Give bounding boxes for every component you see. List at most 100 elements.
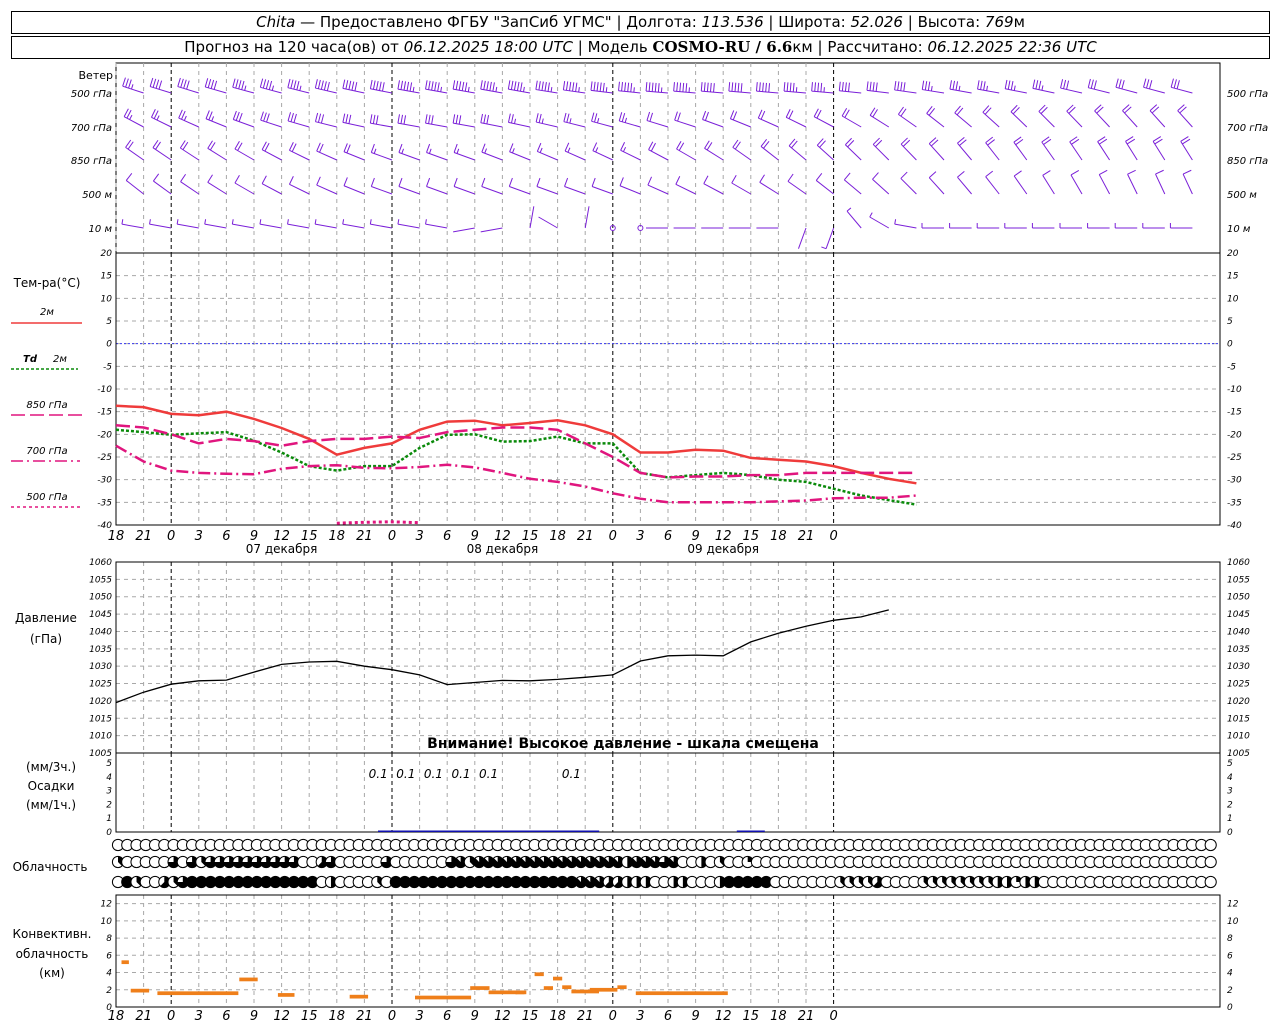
wind-barb [676,140,696,161]
wind-level-label-right: 500 гПа [1227,89,1268,100]
wind-barb [982,105,1000,128]
x-tick-label: 6 [443,529,451,544]
wind-barb-feather [872,172,879,180]
x-tick-label: 21 [135,1009,152,1024]
wind-barb-staff [259,223,282,229]
wind-barb-feather [685,83,688,93]
wind-barb-feather [237,142,243,151]
wind-barb [1094,104,1110,128]
precip-data-label: 0.1 [424,767,443,781]
cloud-symbol [723,875,736,889]
x-tick-label: 18 [770,529,787,544]
wind-barb [343,143,365,161]
pressure-y-tick-right: 1020 [1227,697,1250,707]
pressure-y-tick-right: 1060 [1227,558,1250,568]
cloud-fill-partial [455,856,467,868]
pressure-title: Давление [15,611,77,625]
wind-barb-feather [370,177,375,187]
precip-bar [571,830,600,832]
wind-barb [177,77,199,94]
cloud-fill-partial [510,856,522,868]
wind-barb-feather [287,219,289,225]
wind-barb-feather [732,139,739,148]
wind-barb-feather [900,108,907,117]
wind-barb-feather [983,81,986,91]
wind-barb [205,110,227,128]
wind-barb-feather [866,81,869,91]
wind-level-label-left: 850 гПа [71,156,112,167]
cloud-fill-full [121,876,133,888]
wind-barb-feather [179,140,186,149]
wind-barb-feather [897,106,904,115]
cloud-symbol [611,875,625,889]
cloud-symbol [426,875,439,889]
wind-barb-feather [957,136,965,144]
wind-barb-feather [702,110,707,120]
cloud-symbol [408,875,421,889]
cloud-fill-partial [325,856,337,868]
wind-barb [843,172,862,195]
wind-barb [259,219,282,229]
wind-barb-feather [731,174,737,184]
pressure-y-tick-right: 1055 [1227,575,1250,585]
wind-barb-feather [287,112,292,122]
wind-barb-staff [153,180,172,195]
wind-barb-feather [319,143,324,153]
wind-barb-staff [894,89,917,94]
wind-barb [1142,223,1165,229]
wind-barb-feather [456,148,460,154]
wind-barb [1059,223,1082,229]
temp-y-tick-right: -10 [1227,385,1242,395]
wind-barb [564,142,586,161]
wind-barb-feather [1041,136,1050,143]
cloud-fill-full [399,876,411,888]
wind-barb-feather [125,173,133,181]
wind-barb-feather [1015,138,1024,146]
wind-barb-feather [426,177,431,187]
cloud-symbol [574,855,588,869]
wind-barb-staff [957,176,972,195]
cloud-symbol [750,875,764,889]
conv-y-tick-left: 8 [106,934,112,944]
wind-barb [637,225,644,231]
wind-barb [152,173,172,195]
wind-barb-feather [536,142,542,152]
wind-barb-staff [425,88,448,94]
wind-barb-staff [1042,175,1055,195]
wind-barb-feather [562,80,566,91]
x-tick-label: 0 [388,529,396,544]
wind-barb-feather [848,82,850,92]
wind-barb-feather [987,139,995,146]
wind-barb-feather [348,80,352,90]
wind-barb-feather [431,81,434,91]
wind-barb-feather [434,81,437,91]
wind-barb-feather [238,80,242,90]
temp-y-tick-left: -5 [103,362,112,372]
temp-y-tick-right: 5 [1227,317,1233,327]
cloud-fill-partial [566,856,578,868]
wind-barb [1170,78,1193,94]
wind-barb [207,140,227,161]
wind-barb-feather [375,81,379,91]
x-tick-label: 9 [250,529,258,544]
wind-barb-feather [207,140,213,149]
wind-barb [894,80,917,94]
wind-barb-feather [514,118,517,124]
wind-barb-feather [765,82,767,92]
wind-barb-staff [480,88,503,94]
wind-barb-staff [398,152,420,161]
wind-barb [207,174,227,195]
wind-barb [1004,223,1027,229]
wind-barb [1122,104,1138,128]
wind-barb [591,112,613,128]
wind-barb-feather [1032,79,1036,89]
wind-barb-staff [1122,110,1138,128]
convective-bar [571,989,599,994]
wind-barb-staff [949,88,972,94]
wind-barb-feather [984,107,992,115]
cloud-fill-full [186,876,198,888]
wind-barb [261,141,282,161]
x-tick-label: 3 [195,529,203,544]
wind-barb-staff [1171,86,1193,94]
wind-barb [785,109,807,128]
